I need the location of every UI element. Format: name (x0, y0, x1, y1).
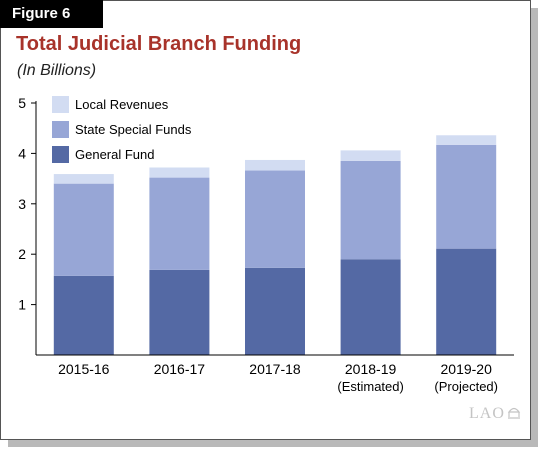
bar-segment (245, 267, 305, 355)
bar-segment (245, 170, 305, 268)
bar-segment (340, 160, 401, 260)
x-tick-label: 2016-17 (154, 361, 206, 377)
legend-label: Local Revenues (75, 97, 169, 112)
x-tick-label: 2019-20 (441, 361, 493, 377)
bar-segment (53, 174, 114, 184)
chart-title: Total Judicial Branch Funding (16, 33, 302, 55)
y-tick-label: 2 (18, 246, 26, 262)
legend-label: State Special Funds (75, 122, 192, 137)
legend-swatch (52, 121, 69, 138)
bar-segment (436, 135, 497, 145)
figure-label: Figure 6 (0, 0, 103, 28)
bar-segment (149, 167, 210, 178)
bar-segment (245, 159, 305, 171)
legend-swatch (52, 96, 69, 113)
bar-segment (340, 150, 401, 161)
x-tick-label: (Estimated) (337, 379, 403, 394)
bar-segment (149, 269, 210, 355)
lao-dome-icon (507, 407, 521, 419)
legend-label: General Fund (75, 147, 155, 162)
frame-shadow-right (531, 8, 538, 447)
y-tick-label: 4 (18, 145, 26, 161)
bar-segment (436, 248, 497, 355)
x-tick-label: (Projected) (434, 379, 498, 394)
bar-segment (149, 177, 210, 270)
chart-subtitle: (In Billions) (17, 62, 97, 79)
x-tick-label: 2015-16 (58, 361, 110, 377)
bar-segment (340, 259, 401, 355)
bar-segment (436, 144, 497, 249)
legend-swatch (52, 146, 69, 163)
x-tick-label: 2017-18 (249, 361, 301, 377)
y-tick-label: 5 (18, 95, 26, 111)
bar-segment (53, 183, 114, 276)
lao-logo: LAO (469, 405, 505, 422)
bar-segment (53, 275, 114, 355)
y-tick-label: 1 (18, 297, 26, 313)
y-tick-label: 3 (18, 196, 26, 212)
frame-shadow-bottom (8, 440, 538, 447)
x-tick-label: 2018-19 (345, 361, 397, 377)
